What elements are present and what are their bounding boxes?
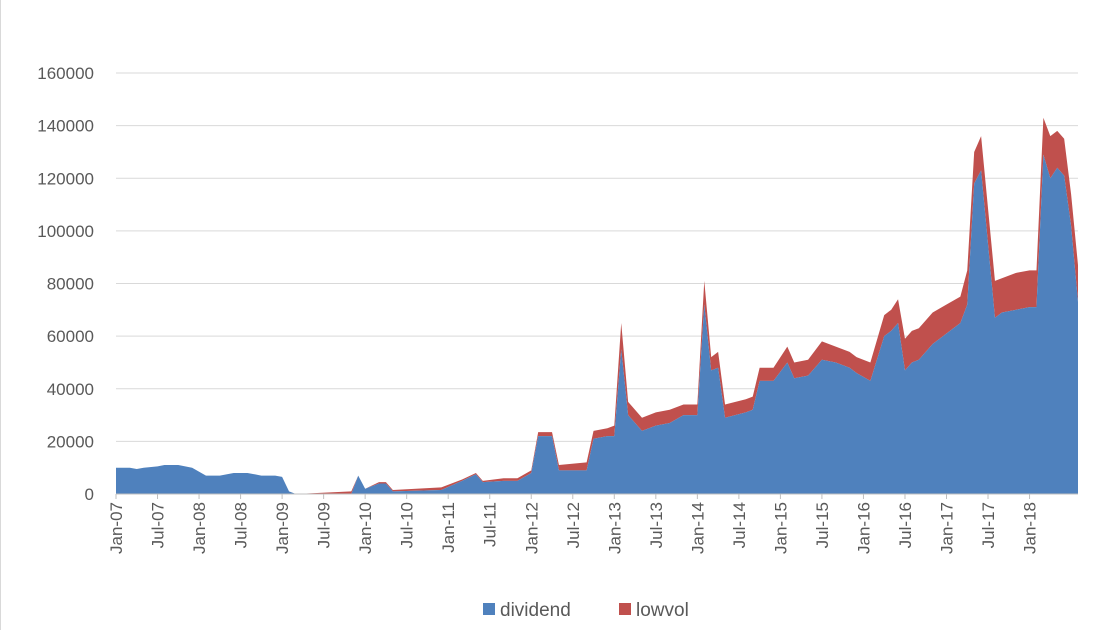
y-tick-label: 60000 <box>47 327 94 346</box>
y-tick-label: 100000 <box>37 222 94 241</box>
y-tick-label: 140000 <box>37 117 94 136</box>
x-axis-ticks: Jan-07 Jul-07 Jan-08 Jul-08 Jan-09 Jul-09 Jan-… <box>107 494 1040 554</box>
y-tick-label: 20000 <box>47 432 94 451</box>
x-tick-label: Jan-15 <box>771 502 790 554</box>
x-tick-label: Jan-18 <box>1021 502 1040 554</box>
y-tick-label: 160000 <box>37 64 94 83</box>
x-tick-label: Jul-15 <box>813 502 832 548</box>
x-tick-label: Jul-12 <box>564 502 583 548</box>
x-tick-label: Jan-14 <box>688 502 707 554</box>
y-tick-label: 0 <box>85 485 94 504</box>
legend-label-dividend: dividend <box>500 600 571 621</box>
x-tick-label: Jul-17 <box>979 502 998 548</box>
x-tick-label: Jul-13 <box>647 502 666 548</box>
x-tick-label: Jan-17 <box>938 502 957 554</box>
x-tick-label: Jul-14 <box>730 502 749 548</box>
x-tick-label: Jul-08 <box>232 502 251 548</box>
x-tick-label: Jul-09 <box>315 502 334 548</box>
x-tick-label: Jan-10 <box>356 502 375 554</box>
x-tick-label: Jan-07 <box>107 502 126 554</box>
legend-swatch-dividend <box>483 603 495 615</box>
x-tick-label: Jan-08 <box>190 502 209 554</box>
series-area-dividend <box>116 154 1078 494</box>
legend-swatch-lowvol <box>619 603 631 615</box>
x-tick-label: Jan-16 <box>854 502 873 554</box>
legend: dividend lowvol <box>483 600 689 621</box>
y-tick-label: 80000 <box>47 275 94 294</box>
legend-label-lowvol: lowvol <box>636 600 689 621</box>
x-tick-label: Jul-11 <box>481 502 500 547</box>
y-tick-label: 120000 <box>37 169 94 188</box>
series-area-lowvol <box>116 117 1078 494</box>
x-tick-label: Jul-10 <box>398 502 417 548</box>
y-axis-ticks: 0 20000 40000 60000 80000 100000 120000 140000 1… <box>37 64 94 504</box>
y-tick-label: 40000 <box>47 380 94 399</box>
x-tick-label: Jul-16 <box>896 502 915 548</box>
x-tick-label: Jul-07 <box>149 502 168 548</box>
x-tick-label: Jan-09 <box>273 502 292 554</box>
x-tick-label: Jan-12 <box>522 502 541 554</box>
x-tick-label: Jan-13 <box>605 502 624 554</box>
plot-areas <box>116 117 1078 494</box>
x-tick-label: Jan-11 <box>439 502 458 553</box>
